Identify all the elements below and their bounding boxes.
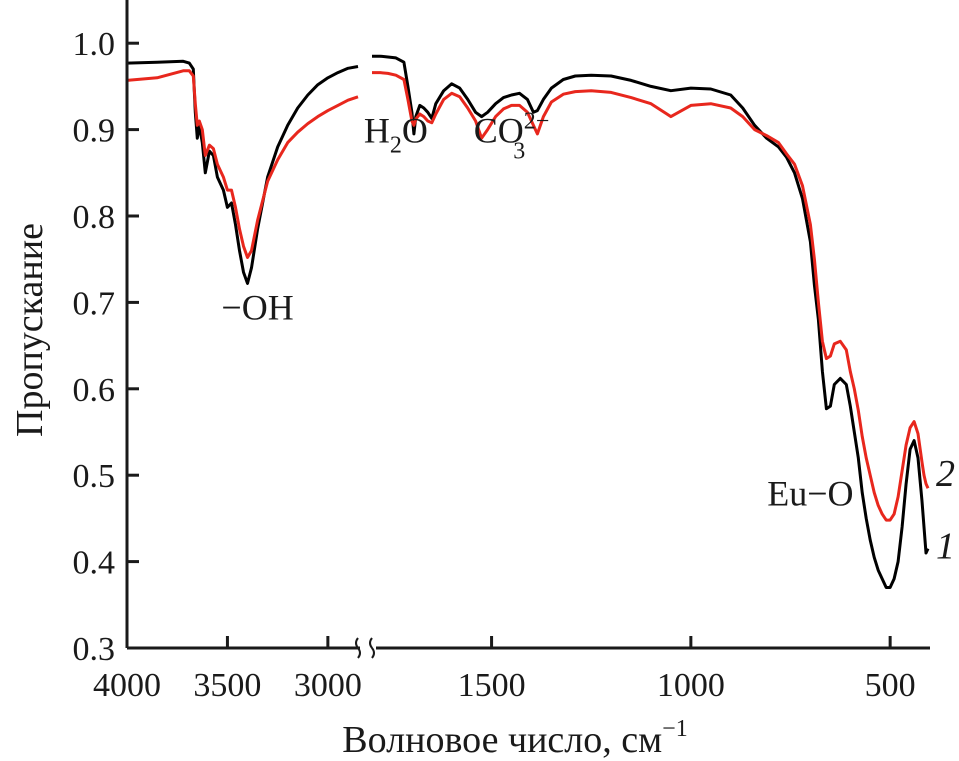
y-tick-label: 0.3 [73, 631, 116, 668]
series-1-segment-1-line [126, 59, 359, 285]
series-2-segment-1-line [126, 69, 359, 259]
y-tick-label: 0.4 [73, 545, 116, 582]
annotation-tail: O [402, 111, 428, 151]
annotation-superscript: 2− [524, 109, 550, 135]
x-tick-label: 3000 [294, 667, 362, 704]
x-tick-label: 1500 [458, 667, 526, 704]
axis-break-mark [355, 637, 361, 659]
axis-break-mark [369, 637, 375, 659]
series-label-2: 2 [936, 453, 955, 495]
series-label-1: 1 [936, 526, 955, 568]
x-axis-title-text: Волновое число, см [342, 719, 662, 761]
y-tick-label: 0.9 [73, 113, 116, 150]
series-2-segment-2-line [372, 71, 930, 522]
x-tick-label: 3500 [193, 667, 261, 704]
annotation-2: H2O [364, 111, 428, 159]
y-tick-label: 0.6 [73, 372, 116, 409]
annotation-text: H [364, 111, 390, 151]
y-tick-label: 0.5 [73, 458, 116, 495]
x-tick-label: 4000 [93, 667, 161, 704]
annotation-text: −OH [221, 288, 293, 328]
x-tick-label: 1000 [657, 667, 725, 704]
annotation-subscript: 2 [390, 133, 402, 159]
series-1-segment-2-line [372, 54, 930, 589]
y-tick-label: 1.0 [73, 26, 116, 63]
y-axis-title: Пропускание [9, 223, 51, 437]
annotation-4: Eu−O [767, 473, 853, 513]
annotation-text: Eu−O [767, 473, 853, 513]
annotation-subscript: 3 [513, 139, 525, 165]
y-tick-label: 0.7 [73, 285, 116, 322]
annotation-1: −OH [221, 288, 293, 328]
series-layer [126, 54, 930, 589]
annotation-text: CO [474, 111, 524, 151]
y-tick-label: 0.8 [73, 199, 116, 236]
x-tick-label: 500 [865, 667, 916, 704]
x-axis-title: Волновое число, см−1 [342, 716, 687, 761]
x-axis-title-superscript: −1 [662, 716, 688, 742]
axes-layer [125, 0, 930, 659]
annotation-3: CO2− 3 [474, 109, 550, 165]
